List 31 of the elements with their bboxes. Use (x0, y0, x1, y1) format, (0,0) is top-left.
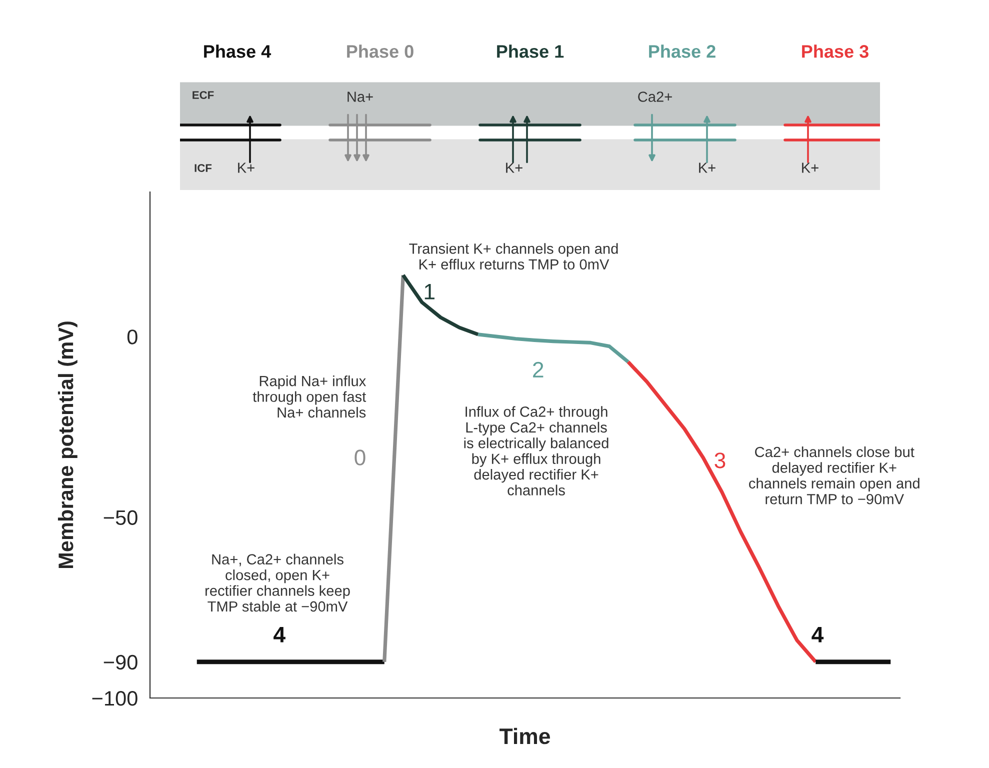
text: K+ (802, 162, 818, 173)
text: ECF (192, 91, 214, 99)
annotation: Ca2+ channels close but delayed rectifier K+ channels remain open and return TMP to −90mV (749, 446, 920, 504)
annotation: 3 (714, 452, 726, 468)
text: Phase 2 (649, 44, 716, 58)
y-axis-title: Membrane potential (mV) (58, 322, 78, 568)
annotation: 1 (424, 284, 434, 300)
y-tick-label: 0 (127, 330, 138, 344)
annotation: 0 (354, 450, 366, 466)
annotation: Influx of Ca2+ through L-type Ca2+ channels is electrically balanced by K+ efflux through delayed rectifier K+ channels (464, 406, 608, 496)
text: Phase 0 (347, 44, 414, 58)
text: K+ (238, 162, 254, 173)
annotation: Rapid Na+ influx through open fast Na+ channels (252, 376, 366, 418)
text: K+ (506, 162, 522, 173)
x-axis-title: Time (500, 728, 550, 744)
text: K+ (699, 162, 716, 173)
text: Na+ (348, 92, 373, 102)
annotation: 2 (533, 362, 544, 378)
line-series (401, 273, 480, 336)
annotation: 4 (812, 627, 824, 642)
text: Ca2+ (638, 92, 672, 102)
y-tick-label: −100 (92, 691, 138, 706)
text: Phase 1 (497, 44, 564, 58)
annotation: 4 (274, 627, 286, 642)
y-tick-label: −90 (104, 654, 138, 670)
text: ICF (194, 164, 212, 172)
text: Phase 3 (802, 44, 868, 58)
text: Phase 4 (204, 44, 272, 58)
y-tick-label: −50 (104, 510, 138, 526)
annotation: Transient K+ channels open and K+ efflux returns TMP to 0mV (409, 243, 618, 270)
annotation: Na+, Ca2+ channels closed, open K+ rectifier channels keep TMP stable at −90mV (206, 554, 350, 612)
